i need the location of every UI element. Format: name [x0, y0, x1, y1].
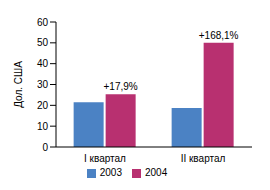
svg-text:II квартал: II квартал [181, 153, 226, 164]
html-text:2003: 2003 [99, 167, 122, 178]
svg-text:10: 10 [37, 121, 49, 132]
svg-text:40: 40 [37, 58, 49, 69]
svg-text:Дол. США: Дол. США [13, 61, 24, 108]
svg-text:30: 30 [37, 79, 49, 90]
svg-text:I квартал: I квартал [84, 153, 126, 164]
html-text:2004: 2004 [145, 167, 168, 178]
svg-text:0: 0 [42, 142, 48, 153]
svg-text:+168,1%: +168,1% [199, 30, 239, 41]
svg-text:60: 60 [37, 17, 49, 28]
svg-text:50: 50 [37, 37, 49, 48]
svg-text:20: 20 [37, 100, 49, 111]
svg-text:+17,9%: +17,9% [104, 81, 138, 92]
